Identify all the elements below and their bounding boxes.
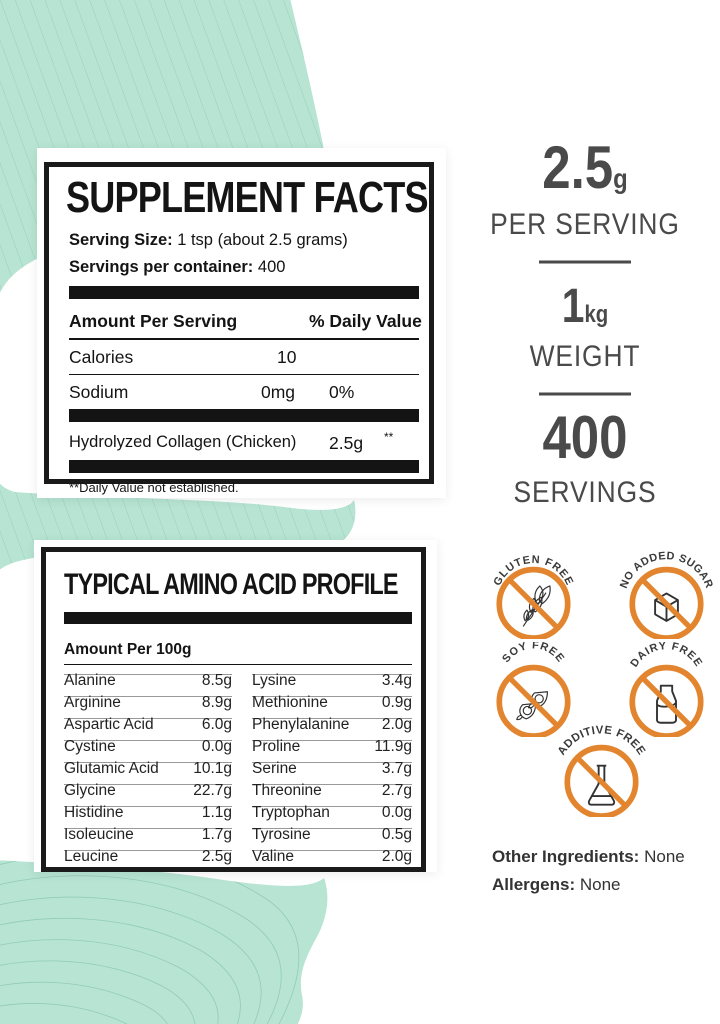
svg-text:1kg: 1kg bbox=[562, 280, 608, 333]
svg-text:2.5g: 2.5g bbox=[542, 134, 627, 201]
svg-text:400: 400 bbox=[542, 404, 627, 471]
svg-text:SERVINGS: SERVINGS bbox=[514, 474, 657, 508]
svg-text:ADDITIVE FREE: ADDITIVE FREE bbox=[556, 724, 648, 757]
svg-text:PER SERVING: PER SERVING bbox=[490, 206, 680, 240]
svg-text:SOY FREE: SOY FREE bbox=[500, 642, 567, 665]
svg-text:WEIGHT: WEIGHT bbox=[530, 338, 641, 372]
